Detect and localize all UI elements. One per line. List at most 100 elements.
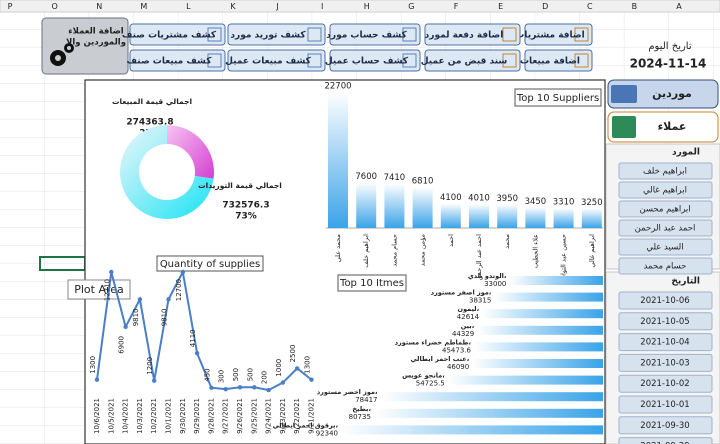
slicer-item[interactable]	[618, 312, 713, 331]
chart-title-box	[514, 88, 602, 107]
x-tick-label: 9/24/2021	[265, 398, 273, 434]
chart-title: Top 10 Suppliers	[516, 93, 599, 104]
data-label: 7410	[384, 173, 406, 183]
x-tick-label: 9/30/2021	[179, 398, 187, 434]
gears-icon	[50, 43, 74, 66]
bar	[494, 292, 603, 302]
action-button[interactable]	[129, 49, 226, 72]
point	[252, 385, 257, 390]
action-button[interactable]	[424, 23, 521, 46]
button-icon	[402, 53, 417, 68]
column-header: H	[364, 2, 370, 11]
button-icon	[307, 53, 322, 68]
x-tick-label: 9/23/2021	[279, 398, 287, 434]
slicer-item-label: ابراهيم غالي	[643, 186, 687, 196]
column-header: C	[587, 2, 593, 11]
bar-name: الوتدو بلدي،	[468, 272, 507, 280]
slicer-item-label: 2021-10-03	[640, 358, 689, 368]
column-header: E	[498, 2, 503, 11]
x-tick-label: 9/25/2021	[250, 398, 258, 434]
x-tick-label: 9/27/2021	[222, 398, 230, 434]
point	[94, 377, 100, 382]
data-label: 1300	[89, 356, 97, 374]
point	[295, 366, 300, 371]
button-icon	[207, 27, 222, 42]
slicer-item-label: 2021-10-06	[640, 296, 689, 306]
slicer-item[interactable]	[618, 257, 713, 275]
truck-icon	[611, 85, 637, 103]
slicer-item[interactable]	[618, 374, 713, 393]
slicer-item-label: ابراهيم خلف	[643, 167, 687, 177]
bar	[447, 375, 603, 385]
slice-percent: 73%	[235, 212, 257, 222]
action-button[interactable]	[129, 23, 226, 46]
slicer-item[interactable]	[618, 200, 713, 218]
point	[280, 380, 286, 385]
action-button[interactable]	[227, 23, 326, 46]
slicer-item[interactable]	[618, 219, 713, 237]
bar-name: طماطم خضراء مستورد،	[395, 338, 472, 346]
slicer-item[interactable]	[618, 333, 713, 352]
x-tick-label: محمد علي	[334, 234, 342, 262]
column-header: I	[321, 2, 323, 11]
slicer-item-label: احمد عبد الرحمن	[635, 224, 696, 234]
column-header: B	[632, 2, 638, 11]
today-label: تاريخ اليوم	[648, 41, 691, 52]
x-tick-label: ابراهيم خلف	[362, 234, 370, 268]
button-label: اضافة دفعة لمورد	[425, 31, 504, 41]
bar	[469, 203, 489, 228]
slice-name: اجمالي قيمة المبيعات	[112, 97, 192, 106]
nav-label: موردين	[652, 87, 692, 100]
slicer-item[interactable]	[618, 162, 713, 180]
data-label: 1200	[146, 357, 154, 375]
slicer-item-label: 2021-10-04	[640, 338, 689, 348]
x-tick-label: احمد عبد الرحمن	[475, 234, 483, 281]
x-tick-label: 10/5/2021	[107, 398, 115, 434]
slicer-item[interactable]	[618, 395, 713, 414]
slicer-item[interactable]	[618, 353, 713, 372]
slicer-item[interactable]	[618, 437, 713, 444]
button-label: كشف حساب عميل	[325, 57, 409, 67]
data-label: 80735	[349, 413, 371, 421]
data-label: 45473.6	[442, 346, 471, 354]
data-label: 6810	[412, 177, 434, 187]
data-label: 54725.5	[416, 380, 445, 388]
slicer-item[interactable]	[618, 181, 713, 199]
bar	[356, 182, 377, 228]
column-header: K	[230, 2, 236, 11]
slicer-item[interactable]	[618, 291, 713, 310]
bar	[509, 276, 603, 285]
data-label: 1300	[304, 356, 312, 374]
slice-value: 732576.3	[222, 201, 269, 211]
x-tick-label: حسام محمد	[390, 234, 398, 267]
action-button[interactable]	[329, 23, 421, 46]
settings-label: اضافة العملاء	[68, 27, 123, 37]
action-button[interactable]	[227, 49, 326, 72]
chart-title: Quantity of supplies	[160, 259, 260, 270]
data-label: 6900	[118, 336, 126, 354]
bar-name: بطيخ،	[352, 405, 371, 413]
data-label: 500	[246, 368, 254, 381]
bar	[328, 92, 348, 228]
point	[309, 377, 314, 382]
point	[109, 269, 114, 275]
column-header-bar	[0, 0, 720, 13]
action-button[interactable]	[329, 49, 421, 72]
slicer-item-label: 2021-09-30	[640, 421, 689, 431]
slicer-title: التاريخ	[671, 277, 700, 287]
button-label: كشف مبيعات صنف	[127, 57, 213, 67]
column-header: G	[408, 2, 414, 11]
slicer-item[interactable]	[618, 416, 713, 435]
bar	[373, 408, 603, 418]
slicer-item[interactable]	[618, 238, 713, 256]
data-label: 42614	[457, 313, 480, 321]
slice-value: 274363.8	[126, 118, 173, 128]
slicer-item-label: 2021-10-05	[640, 317, 689, 327]
data-label: 300	[218, 370, 226, 383]
action-button[interactable]	[424, 49, 521, 72]
button-icon	[207, 53, 222, 68]
data-label: 4010	[468, 193, 490, 203]
donut-slice	[120, 125, 214, 219]
column-header: F	[454, 2, 459, 11]
